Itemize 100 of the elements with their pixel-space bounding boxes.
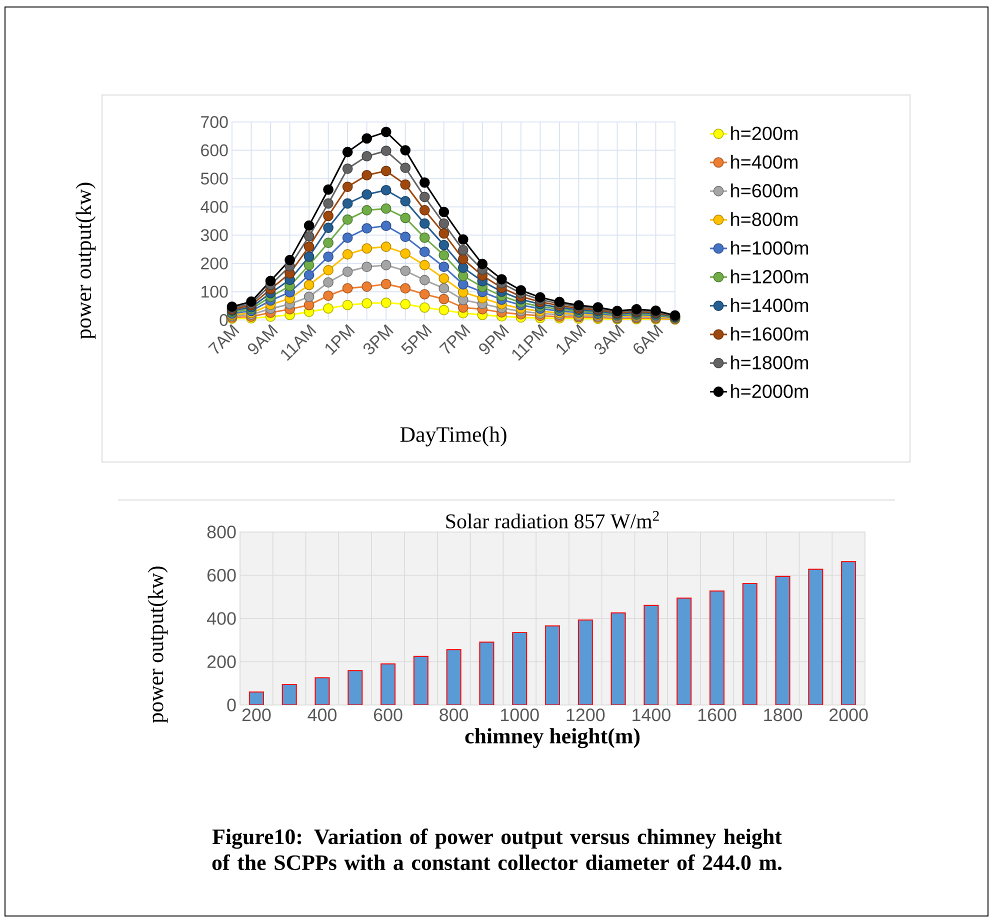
point (400, 248, 411, 259)
point (438, 206, 450, 218)
point (323, 238, 334, 248)
legend-label: h=800m (731, 212, 798, 226)
x-axis-title: chimney height(m) (465, 728, 640, 748)
bar (348, 670, 363, 706)
y-tick-label: 400 (200, 200, 228, 213)
y-tick-label: 300 (200, 229, 228, 242)
point (400, 145, 411, 156)
chart-title: Solar radiation 857 W/m$^{2}$ (446, 511, 659, 529)
legend-label: h=1400m (731, 298, 808, 312)
legend-label: h=400m (731, 154, 798, 169)
y-tick-label: 800 (207, 526, 236, 538)
point (362, 133, 372, 144)
point (400, 283, 411, 294)
y-tick-label: 400 (206, 612, 236, 625)
y-tick-label: 500 (200, 172, 228, 185)
point (304, 260, 314, 270)
point (342, 266, 353, 277)
y-tick-label: 100 (202, 286, 228, 298)
point (342, 283, 353, 294)
point (438, 283, 450, 294)
point (419, 177, 430, 188)
legend-label: h=600m (731, 184, 798, 198)
point (362, 223, 372, 234)
point (304, 220, 314, 231)
bar (446, 649, 462, 706)
point (362, 205, 372, 216)
point (342, 163, 353, 174)
x-tick-label: 600 (374, 708, 402, 722)
x-tick-label: 1200 (566, 708, 605, 722)
bar (644, 604, 659, 706)
x-tick-label: 800 (440, 708, 468, 722)
bar (808, 568, 824, 706)
point (323, 198, 334, 209)
point (342, 198, 353, 209)
legend-label: h=1800m (731, 355, 808, 370)
point (496, 274, 507, 284)
point (323, 251, 334, 262)
bar (610, 612, 626, 706)
point (323, 277, 334, 288)
point (400, 212, 411, 224)
point (400, 266, 411, 276)
point (380, 242, 392, 252)
point (458, 254, 468, 264)
bar (380, 663, 396, 706)
point (419, 274, 430, 286)
point (380, 203, 392, 214)
point (362, 262, 372, 272)
point (362, 189, 372, 200)
point (380, 166, 392, 176)
x-axis-title: DayTime(h) (400, 426, 506, 446)
point (438, 228, 450, 239)
point (323, 303, 334, 314)
bar (512, 632, 528, 706)
point (323, 210, 334, 222)
bar (676, 598, 692, 706)
point (304, 251, 314, 262)
point (342, 214, 353, 225)
bar (775, 576, 790, 706)
legend-label: h=1000m (731, 240, 808, 255)
point (516, 285, 526, 296)
point (400, 196, 411, 206)
point (265, 276, 276, 286)
y-tick-label: 600 (207, 568, 236, 582)
point (458, 279, 468, 290)
point (362, 243, 372, 254)
legend-label: h=1600m (731, 326, 808, 341)
point (419, 218, 430, 229)
point (438, 273, 450, 284)
point (380, 146, 392, 156)
bar (709, 590, 724, 706)
point (419, 205, 430, 216)
point (342, 182, 353, 192)
legend-label: h=1200m (731, 269, 808, 284)
point (419, 260, 430, 270)
point (400, 298, 411, 310)
point (419, 246, 430, 258)
point (438, 250, 450, 260)
x-tick-label: 1400 (632, 708, 670, 722)
x-tick-label: 1000 (501, 708, 539, 722)
point (323, 290, 334, 301)
point (342, 300, 353, 310)
point (380, 126, 392, 138)
point (304, 280, 314, 290)
point (419, 302, 430, 313)
point (342, 146, 353, 158)
point (419, 289, 430, 300)
point (380, 260, 392, 270)
point (477, 258, 488, 270)
point (362, 151, 372, 162)
point (304, 270, 314, 280)
point (380, 184, 392, 196)
point (323, 222, 334, 233)
point (400, 162, 411, 174)
bar (742, 582, 758, 706)
point (323, 265, 334, 276)
point (362, 298, 372, 309)
point (380, 278, 392, 290)
x-tick-label: 400 (308, 708, 337, 722)
